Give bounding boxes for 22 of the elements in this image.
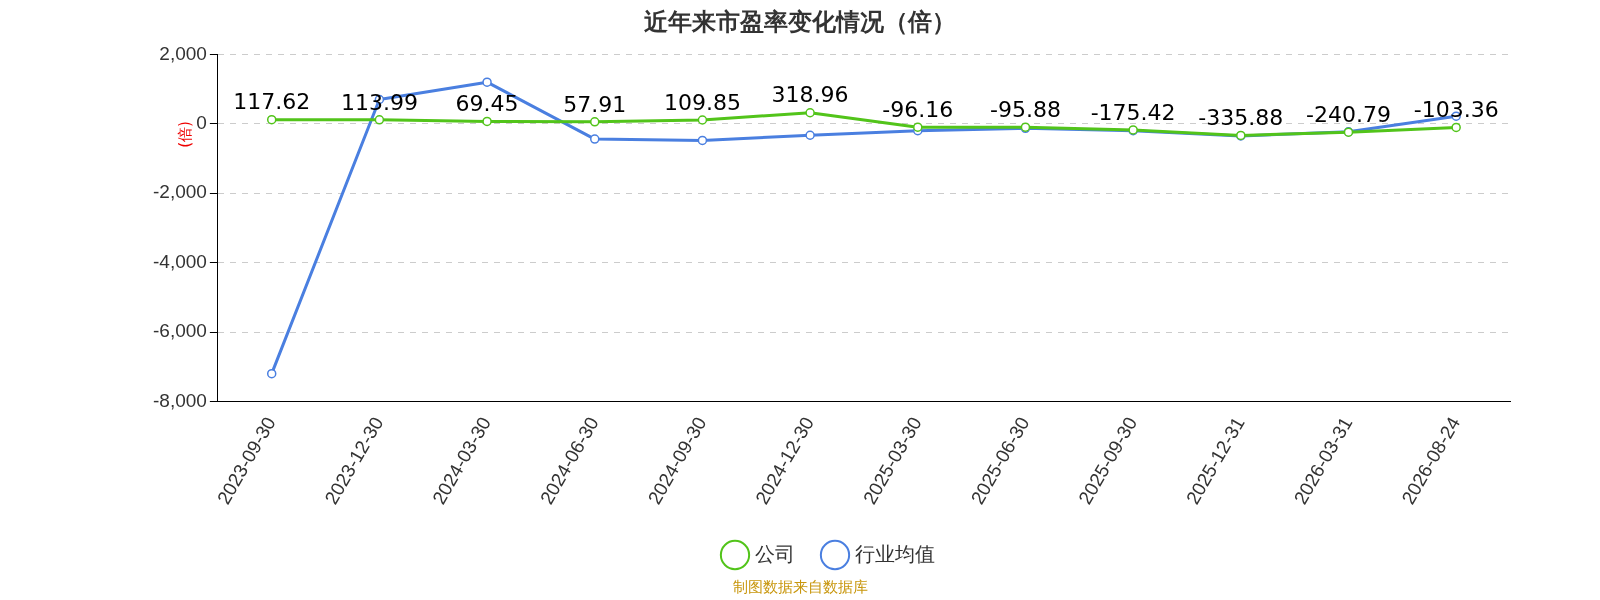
- data-label: -335.88: [1198, 105, 1284, 131]
- data-label: -95.88: [989, 96, 1061, 122]
- data-label: -240.79: [1306, 101, 1391, 127]
- data-label: -103.36: [1413, 97, 1499, 123]
- data-label: -96.16: [882, 96, 954, 122]
- data-label: 109.85: [663, 89, 741, 115]
- legend-label: 公司: [755, 542, 795, 565]
- data-label: 69.45: [455, 91, 519, 117]
- text: 制图数据来自数据库: [731, 578, 869, 597]
- y-tick-label: -6,000: [153, 320, 207, 342]
- y-tick-label: 0: [196, 112, 207, 134]
- data-label: 318.96: [771, 82, 849, 108]
- y-axis-title: (倍): [175, 121, 195, 148]
- data-label: 117.62: [233, 89, 311, 115]
- y-tick-label: -4,000: [153, 250, 207, 272]
- y-tick-label: -2,000: [153, 181, 207, 203]
- data-label: -175.42: [1090, 99, 1176, 125]
- y-tick-label: 2,000: [159, 42, 207, 64]
- legend-label: 行业均值: [855, 542, 935, 565]
- data-label: 57.91: [563, 91, 627, 117]
- chart-title: 近年来市盈率变化情况（倍）: [643, 7, 957, 38]
- y-tick-label: -8,000: [153, 389, 207, 411]
